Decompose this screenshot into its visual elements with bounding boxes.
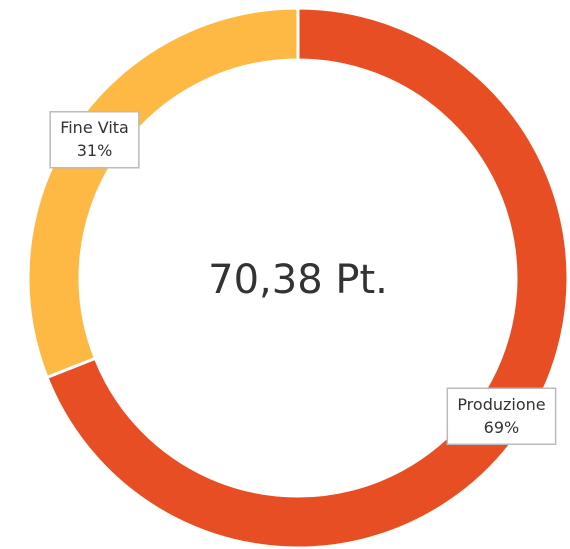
slice: [45, 6, 570, 549]
category-label: Produzione: [457, 395, 545, 414]
center-text: 70,38 Pt.: [208, 257, 388, 303]
value-label: 31%: [77, 141, 113, 160]
slice: [26, 6, 300, 380]
label-box: [446, 387, 557, 446]
value-label: 69%: [484, 418, 520, 437]
category-label: Fine Vita: [60, 118, 129, 137]
label-box: [49, 110, 140, 169]
